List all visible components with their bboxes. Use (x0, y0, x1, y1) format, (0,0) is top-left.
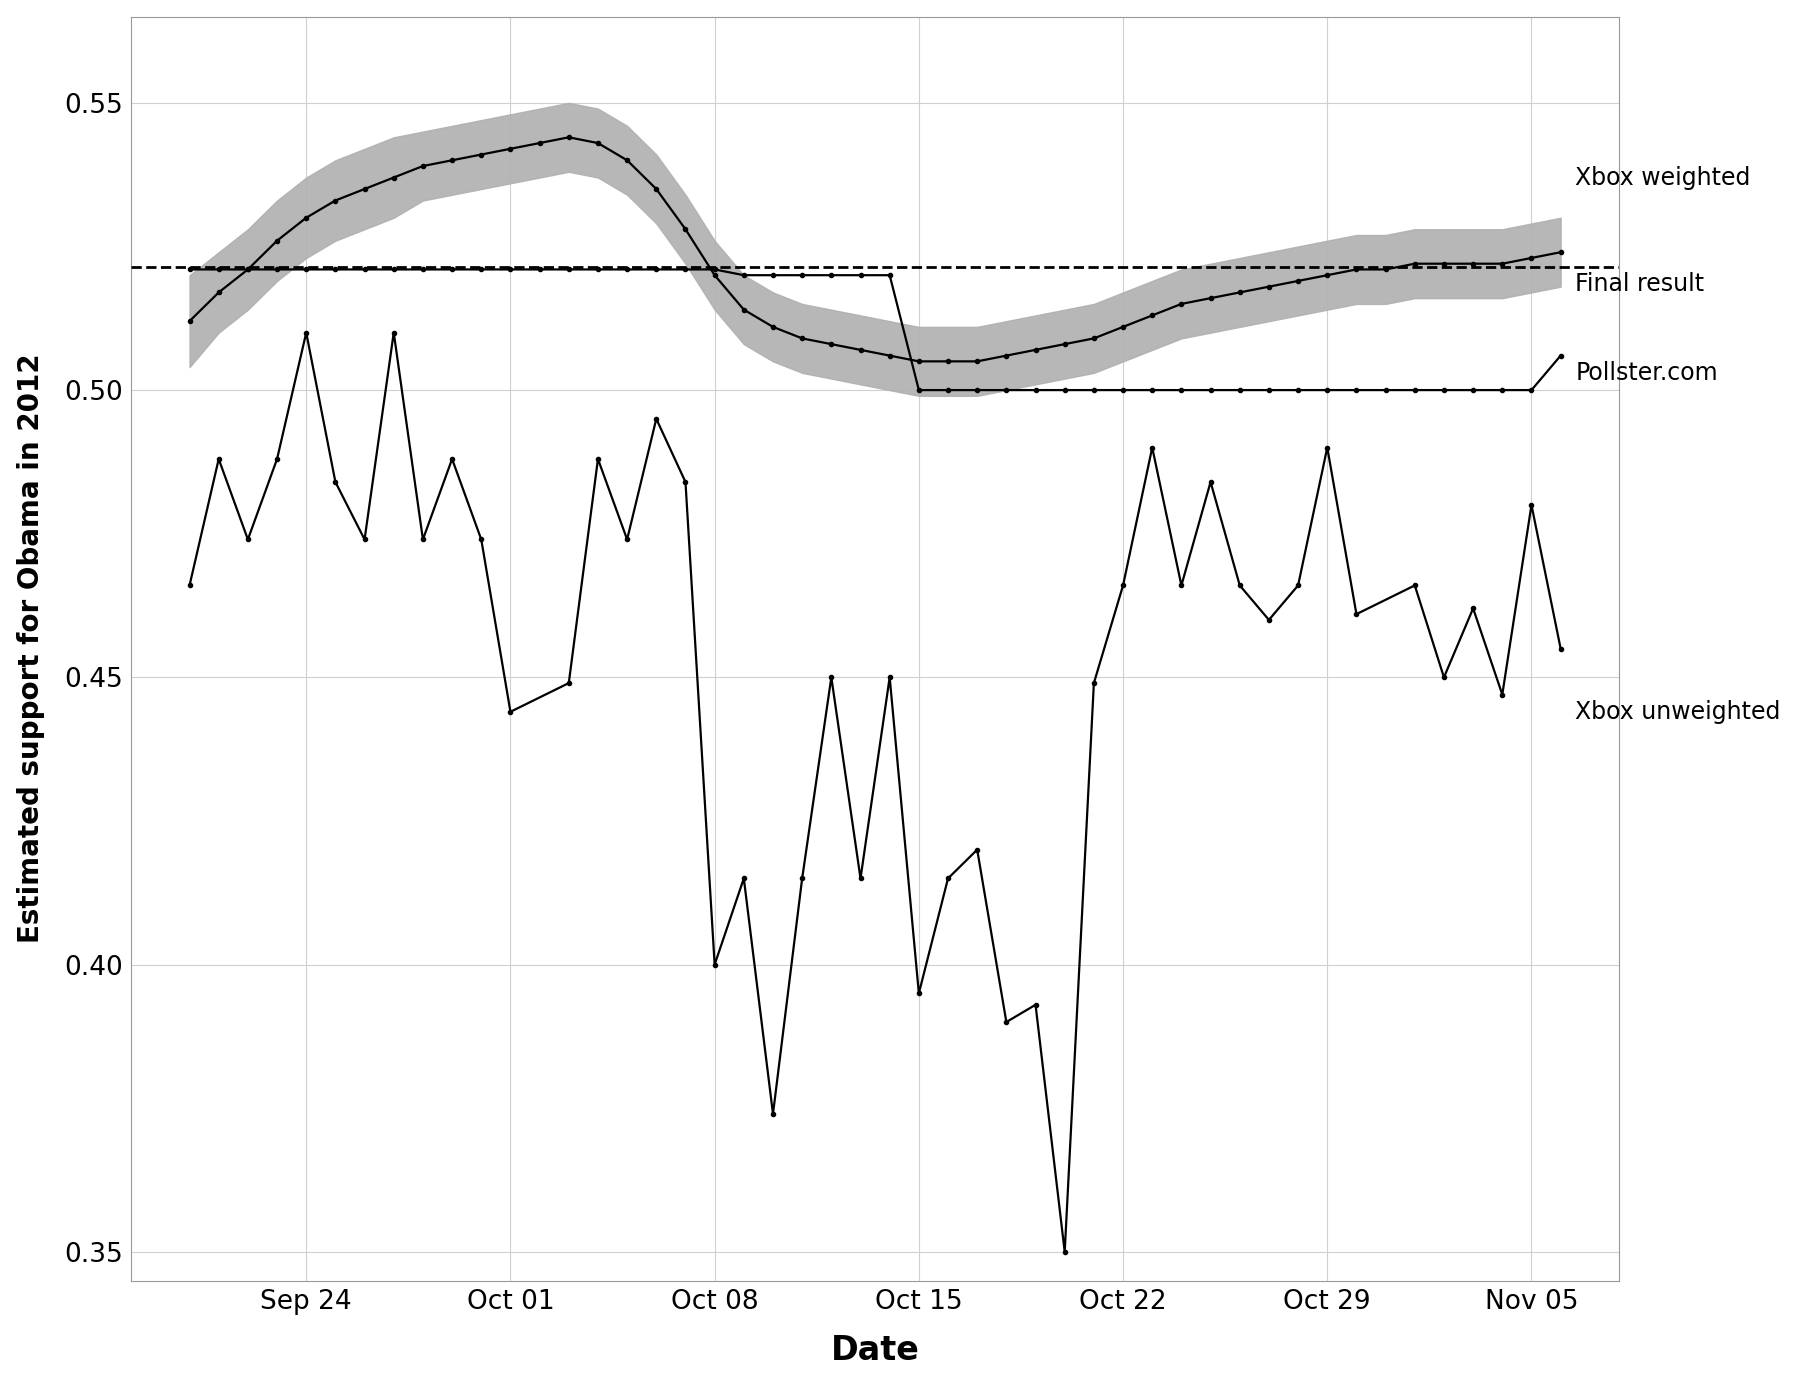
Y-axis label: Estimated support for Obama in 2012: Estimated support for Obama in 2012 (16, 354, 45, 944)
Text: Xbox weighted: Xbox weighted (1575, 166, 1751, 190)
Text: Final result: Final result (1575, 271, 1705, 296)
Text: Pollster.com: Pollster.com (1575, 361, 1717, 385)
Text: Xbox unweighted: Xbox unweighted (1575, 700, 1780, 724)
X-axis label: Date: Date (830, 1334, 920, 1367)
